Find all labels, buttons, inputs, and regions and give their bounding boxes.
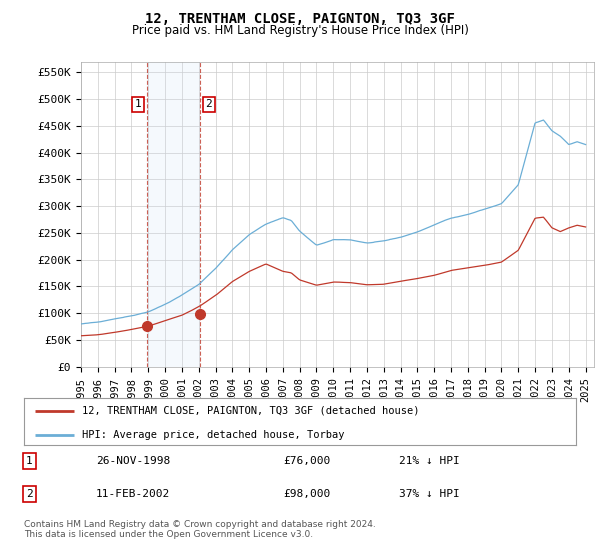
Text: 2: 2	[26, 489, 33, 500]
Text: 21% ↓ HPI: 21% ↓ HPI	[400, 456, 460, 466]
Text: 11-FEB-2002: 11-FEB-2002	[96, 489, 170, 500]
Text: 12, TRENTHAM CLOSE, PAIGNTON, TQ3 3GF (detached house): 12, TRENTHAM CLOSE, PAIGNTON, TQ3 3GF (d…	[82, 406, 419, 416]
Text: Contains HM Land Registry data © Crown copyright and database right 2024.
This d: Contains HM Land Registry data © Crown c…	[24, 520, 376, 539]
Text: HPI: Average price, detached house, Torbay: HPI: Average price, detached house, Torb…	[82, 430, 344, 440]
Bar	[146, 62, 200, 367]
Text: 37% ↓ HPI: 37% ↓ HPI	[400, 489, 460, 500]
Text: 26-NOV-1998: 26-NOV-1998	[96, 456, 170, 466]
Text: 2: 2	[205, 100, 212, 109]
Text: £98,000: £98,000	[283, 489, 331, 500]
Text: 1: 1	[135, 100, 142, 109]
Text: 1: 1	[26, 456, 33, 466]
Text: £76,000: £76,000	[283, 456, 331, 466]
Text: Price paid vs. HM Land Registry's House Price Index (HPI): Price paid vs. HM Land Registry's House …	[131, 24, 469, 36]
Text: 12, TRENTHAM CLOSE, PAIGNTON, TQ3 3GF: 12, TRENTHAM CLOSE, PAIGNTON, TQ3 3GF	[145, 12, 455, 26]
